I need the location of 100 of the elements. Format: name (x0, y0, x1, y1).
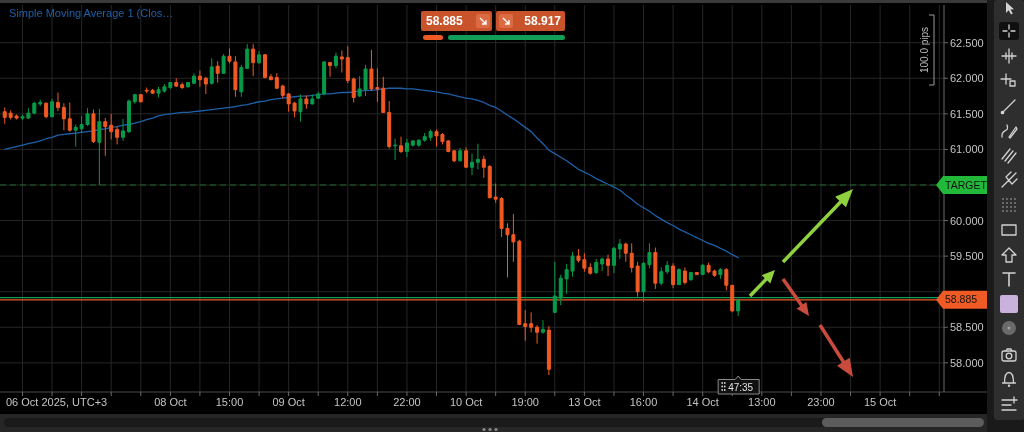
ref-line-label: TARGET (945, 178, 988, 191)
candlestick (724, 267, 729, 291)
candlestick (671, 262, 676, 289)
text: Simple Moving Average 1 (Clos… (9, 7, 174, 19)
y-tick-label: 58.000 (950, 356, 984, 369)
x-tick-label: 19:00 (511, 396, 539, 408)
candlestick (529, 311, 534, 333)
candlestick (399, 136, 404, 154)
candlestick (239, 64, 244, 98)
candlestick (215, 60, 220, 84)
y-tick-label: 61.000 (950, 143, 984, 156)
annotation: 100.0 pips (919, 26, 930, 74)
x-tick-label: 08 Oct (154, 396, 187, 408)
x-tick-label: 23:00 (807, 396, 835, 408)
candlestick (38, 99, 43, 107)
candlestick (115, 126, 120, 145)
candlestick (611, 246, 616, 274)
candlestick (464, 146, 469, 169)
candlestick (251, 43, 256, 77)
x-tick-label: 12:00 (334, 396, 362, 408)
candlestick (481, 155, 486, 179)
candlestick (132, 93, 137, 105)
candlestick (310, 94, 315, 106)
candlestick (203, 76, 208, 95)
candlestick (694, 271, 699, 276)
candlestick (91, 109, 96, 144)
candlestick (221, 53, 226, 75)
candlestick (103, 117, 108, 157)
candlestick (209, 57, 214, 86)
x-tick-label: 15:00 (215, 396, 244, 408)
y-tick-label: 62.500 (950, 36, 984, 49)
y-tick-label: 61.500 (950, 107, 984, 120)
candlestick (458, 147, 463, 163)
candlestick (55, 92, 60, 112)
candlestick (659, 267, 664, 286)
candlestick (180, 82, 185, 90)
candlestick (475, 143, 480, 170)
candlestick (174, 77, 179, 88)
candlestick (126, 99, 131, 134)
candlestick (50, 98, 55, 118)
candlestick (339, 50, 344, 74)
y-tick-label: 62.000 (950, 72, 984, 85)
candlestick (677, 267, 682, 286)
candlestick (345, 45, 350, 84)
candlestick (523, 309, 528, 342)
candlestick (245, 43, 250, 70)
candlestick (736, 298, 741, 317)
candlestick (61, 102, 66, 131)
candlestick (257, 50, 262, 65)
candlestick (700, 263, 705, 276)
candlestick (606, 254, 611, 277)
candlestick (546, 325, 551, 376)
candlestick (535, 324, 540, 345)
candlestick (594, 258, 599, 275)
y-tick-label: 59.500 (950, 250, 984, 263)
candlestick (540, 319, 545, 335)
annotation: 58.885 (426, 14, 464, 28)
annotation: 47:35 (728, 382, 754, 393)
candlestick (387, 100, 392, 150)
candlestick (623, 242, 628, 263)
x-tick-label: 14 Oct (686, 396, 719, 408)
x-tick-label: 22:00 (393, 396, 421, 408)
candlestick (44, 101, 49, 119)
candlestick (298, 94, 303, 123)
candlestick (109, 113, 114, 140)
candlestick (688, 271, 693, 282)
candlestick (682, 267, 687, 286)
candlestick (262, 53, 267, 79)
candlestick (452, 149, 457, 163)
candlestick (304, 94, 309, 110)
x-tick-label: 10 Oct (449, 396, 483, 408)
candlestick (416, 138, 421, 148)
candlestick (665, 260, 670, 275)
candlestick (121, 118, 126, 142)
candlestick (186, 81, 191, 89)
candlestick (192, 72, 197, 85)
x-tick-label: 15 Oct (863, 396, 897, 408)
candlestick (718, 267, 723, 280)
candlestick (197, 69, 202, 88)
x-tick-label: 09 Oct (272, 396, 305, 408)
text: 06 Oct 2025, UTC+3 (6, 396, 108, 408)
line-series (4, 87, 739, 259)
candlestick (552, 261, 557, 314)
candlestick (328, 61, 333, 78)
x-tick-label: 16:00 (629, 396, 658, 408)
ref-line-label: 58.885 (945, 293, 978, 306)
candlestick (351, 77, 356, 103)
candlestick (410, 139, 415, 148)
y-tick-label: 58.500 (950, 321, 984, 334)
candlestick (470, 153, 474, 176)
candlestick (322, 60, 327, 96)
candlestick (393, 138, 398, 161)
candlestick (404, 138, 409, 158)
candlestick (268, 73, 273, 81)
annotation: 58.917 (524, 14, 562, 28)
candlestick (653, 247, 658, 290)
candlestick (316, 91, 321, 100)
y-tick-label: 60.000 (950, 214, 984, 227)
candlestick (600, 257, 605, 272)
candlestick (617, 238, 622, 260)
